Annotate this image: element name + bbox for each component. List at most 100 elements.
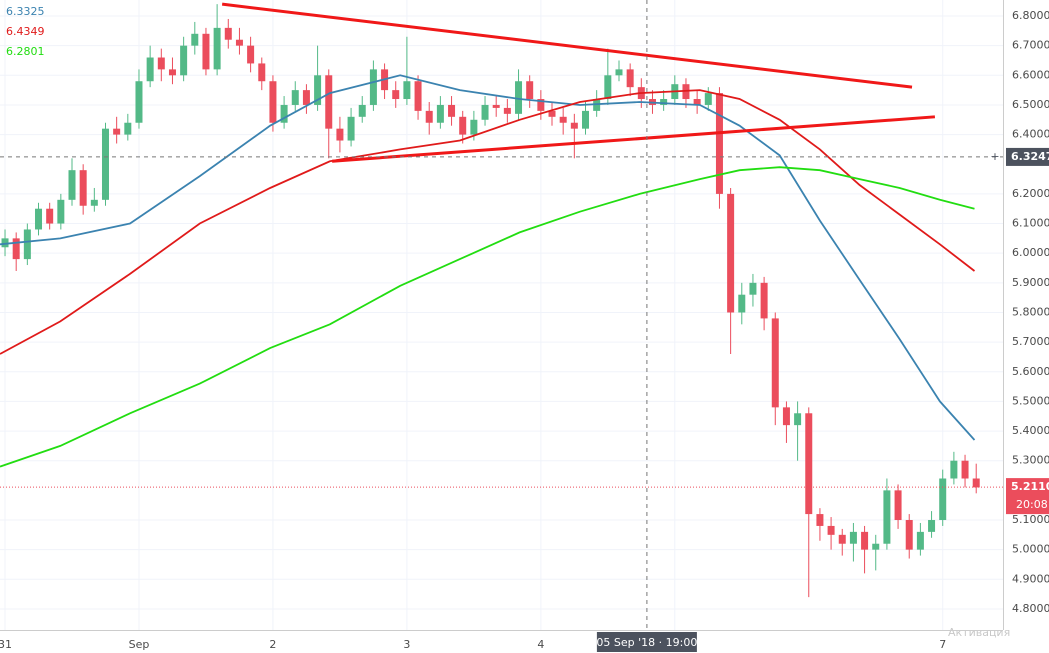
candle-body	[470, 119, 478, 135]
candle-body	[425, 110, 433, 123]
candle-body	[660, 99, 668, 105]
moving-average-line	[0, 74, 976, 441]
legend-value: 6.3325	[6, 5, 45, 18]
y-tick-label: 6.0000	[1012, 246, 1049, 259]
candle-body	[916, 531, 924, 550]
candle-body	[101, 128, 109, 200]
moving-average-line	[0, 166, 975, 468]
crosshair-time-box	[596, 632, 697, 652]
x-tick-label: 4	[537, 638, 544, 651]
x-tick-label: 2	[269, 638, 276, 651]
candle-body	[749, 282, 757, 295]
candle-body	[146, 57, 154, 82]
candle-body	[928, 520, 936, 532]
candle-body	[760, 282, 768, 319]
candle-body	[626, 69, 634, 88]
candle-body	[291, 90, 299, 105]
candle-body	[90, 199, 98, 206]
candle-body	[12, 238, 20, 260]
y-tick-label: 4.8000	[1012, 602, 1049, 615]
candle-body	[894, 490, 902, 521]
candle-body	[939, 478, 947, 521]
candle-body	[235, 39, 243, 46]
candle-body	[258, 63, 266, 82]
crosshair-time-label: 05 Sep '18 · 19:00	[596, 636, 697, 649]
candle-body	[872, 543, 880, 550]
candle-body	[23, 229, 31, 260]
x-tick-label: 3	[403, 638, 410, 651]
candle-body	[950, 460, 958, 479]
y-tick-label: 5.3000	[1012, 454, 1049, 467]
y-tick-label: 6.1000	[1012, 217, 1049, 230]
candle-body	[224, 27, 232, 40]
candle-body	[448, 104, 456, 117]
candle-body	[715, 93, 723, 194]
y-tick-label: 6.8000	[1012, 9, 1049, 22]
last-price-box	[1006, 478, 1049, 515]
candle-body	[369, 69, 377, 105]
candle-body	[269, 81, 277, 123]
x-tick-label: 31	[0, 638, 12, 651]
candle-body	[68, 170, 76, 200]
candle-body	[414, 81, 422, 111]
candle-body	[827, 525, 835, 535]
candle-body	[515, 81, 523, 114]
candle-body	[883, 490, 891, 544]
y-tick-label: 5.8000	[1012, 305, 1049, 318]
candle-body	[782, 407, 790, 426]
y-tick-label: 5.4000	[1012, 424, 1049, 437]
moving-average-line	[0, 89, 976, 355]
candle-body	[805, 413, 813, 515]
candle-body	[79, 170, 87, 206]
candle-body	[336, 128, 344, 141]
crosshair-plus: +	[990, 150, 999, 163]
crosshair-price-label: 6.3247	[1011, 150, 1049, 163]
candle-body	[392, 90, 400, 100]
candle-body	[905, 520, 913, 550]
candle-body	[124, 122, 132, 135]
candle-body	[604, 75, 612, 100]
candle-body	[615, 69, 623, 76]
candle-body	[57, 199, 65, 224]
watermark: Активация	[948, 626, 1010, 639]
candle-body	[861, 531, 869, 550]
candle-body	[537, 99, 545, 111]
candle-body	[481, 104, 489, 120]
candle-body	[972, 478, 980, 488]
y-tick-label: 5.7000	[1012, 335, 1049, 348]
candle-body	[704, 93, 712, 105]
trend-line	[331, 115, 936, 163]
y-tick-label: 5.0000	[1012, 543, 1049, 556]
candle-body	[403, 81, 411, 100]
candle-body	[191, 33, 199, 46]
legend-value: 6.4349	[6, 25, 45, 38]
candle-body	[325, 75, 333, 129]
candle-body	[771, 318, 779, 408]
y-tick-label: 6.2000	[1012, 187, 1049, 200]
candle-body	[570, 122, 578, 129]
crosshair-price-box	[1006, 147, 1049, 166]
countdown-label: 20:08	[1016, 498, 1048, 511]
candle-body	[526, 81, 534, 100]
y-tick-label: 5.5000	[1012, 394, 1049, 407]
candle-body	[693, 99, 701, 105]
candle-body	[168, 69, 176, 76]
candle-body	[794, 413, 802, 426]
candle-body	[314, 75, 322, 105]
candle-body	[816, 514, 824, 526]
candle-body	[961, 460, 969, 479]
x-tick-label: Sep	[129, 638, 150, 651]
candle-body	[503, 107, 511, 114]
candle-body	[1, 238, 9, 248]
candle-body	[849, 531, 857, 544]
candle-body	[358, 104, 366, 117]
candle-body	[727, 193, 735, 313]
y-tick-label: 5.6000	[1012, 365, 1049, 378]
y-tick-label: 6.5000	[1012, 98, 1049, 111]
candle-body	[280, 104, 288, 123]
candle-body	[582, 110, 590, 129]
candle-body	[492, 104, 500, 108]
candle-body	[157, 57, 165, 70]
candle-body	[548, 110, 556, 117]
